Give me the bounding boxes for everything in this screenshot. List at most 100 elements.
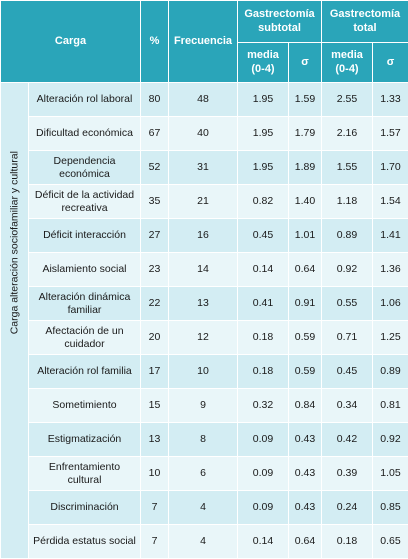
header-cell: Frecuencia: [168, 0, 238, 83]
table-row: Dependencia económica 52 31 1.95 1.89 1.55 1.7…: [1, 150, 408, 185]
table-row: Alteración rol familia 17 10 0.18 0.59 0.45 0.…: [1, 354, 408, 389]
table-row: Dificultad económica 67 40 1.95 1.79 2.16 1.57: [1, 116, 408, 151]
header-cell: media (0-4): [237, 42, 289, 83]
cell: 8: [168, 422, 238, 457]
cell: 0.18: [237, 354, 289, 389]
cell: 1.40: [288, 184, 322, 219]
side-label: Carga alteración sociofamiliar y cultura…: [8, 151, 21, 335]
cell: 0.39: [321, 456, 373, 491]
header-cell: σ: [288, 42, 322, 83]
cell: 0.55: [321, 286, 373, 321]
cell: 1.95: [237, 150, 289, 185]
cell: 48: [168, 82, 238, 117]
row-label: Dificultad económica: [28, 116, 141, 151]
cell: 0.18: [237, 320, 289, 355]
table-row: Aislamiento social 23 14 0.14 0.64 0.92 1.36: [1, 252, 408, 287]
table-row: Discriminación 7 4 0.09 0.43 0.24 0.85: [1, 490, 408, 525]
cell: 7: [140, 490, 169, 525]
cell: 17: [140, 354, 169, 389]
cell: 7: [140, 524, 169, 559]
cell: 1.33: [372, 82, 408, 117]
cell: 21: [168, 184, 238, 219]
table-row: Déficit de la actividad recreativa 35 21 0.…: [1, 184, 408, 219]
cell: 1.01: [288, 218, 322, 253]
cell: 2.16: [321, 116, 373, 151]
cell: 27: [140, 218, 169, 253]
cell: 1.57: [372, 116, 408, 151]
cell: 0.65: [372, 524, 408, 559]
cell: 1.36: [372, 252, 408, 287]
header-cell: Carga: [0, 0, 141, 83]
cell: 1.89: [288, 150, 322, 185]
side-label-cell: Carga alteración sociofamiliar y cultura…: [0, 82, 29, 559]
cell: 4: [168, 490, 238, 525]
row-label: Alteración rol laboral: [28, 82, 141, 117]
cell: 1.25: [372, 320, 408, 355]
cell: 0.42: [321, 422, 373, 457]
cell: 0.91: [288, 286, 322, 321]
cell: 1.79: [288, 116, 322, 151]
cell: 0.09: [237, 422, 289, 457]
row-label: Aislamiento social: [28, 252, 141, 287]
cell: 1.95: [237, 116, 289, 151]
cell: 10: [140, 456, 169, 491]
cell: 0.85: [372, 490, 408, 525]
row-label: Alteración rol familia: [28, 354, 141, 389]
cell: 4: [168, 524, 238, 559]
cell: 9: [168, 388, 238, 423]
cell: 6: [168, 456, 238, 491]
cell: 0.89: [372, 354, 408, 389]
header-cell: σ: [372, 42, 408, 83]
header-row: media (0-4) σ media (0-4) σ: [1, 42, 408, 83]
table-row: Sometimiento 15 9 0.32 0.84 0.34 0.81: [1, 388, 408, 423]
row-label: Estigmatización: [28, 422, 141, 457]
cell: 0.43: [288, 422, 322, 457]
cell: 0.14: [237, 252, 289, 287]
cell: 80: [140, 82, 169, 117]
cell: 0.24: [321, 490, 373, 525]
row-label: Sometimiento: [28, 388, 141, 423]
cell: 1.05: [372, 456, 408, 491]
cell: 0.32: [237, 388, 289, 423]
cell: 1.54: [372, 184, 408, 219]
cell: 16: [168, 218, 238, 253]
cell: 40: [168, 116, 238, 151]
cell: 0.84: [288, 388, 322, 423]
cell: 1.06: [372, 286, 408, 321]
cell: 1.41: [372, 218, 408, 253]
row-label: Dependencia económica: [28, 150, 141, 185]
row-label: Enfrentamiento cultural: [28, 456, 141, 491]
header-row: Carga% Frecuencia Gastrectomía subtotal Gas…: [0, 0, 408, 83]
cell: 35: [140, 184, 169, 219]
cell: 0.43: [288, 456, 322, 491]
row-label: Afectación de un cuidador: [28, 320, 141, 355]
row-label: Alteración dinámica familiar: [28, 286, 141, 321]
table-row: Enfrentamiento cultural 10 6 0.09 0.43 0.39 1.…: [1, 456, 408, 491]
header-cell: Gastrectomía total: [321, 0, 408, 43]
cell: 0.92: [372, 422, 408, 457]
header-cell: media (0-4): [321, 42, 373, 83]
table-row: Afectación de un cuidador 20 12 0.18 0.59 0.7…: [1, 320, 408, 355]
row-label: Discriminación: [28, 490, 141, 525]
cell: 67: [140, 116, 169, 151]
cell: 0.59: [288, 354, 322, 389]
cell: 12: [168, 320, 238, 355]
cell: 1.70: [372, 150, 408, 185]
cell: 22: [140, 286, 169, 321]
cell: 10: [168, 354, 238, 389]
table-row: Estigmatización 13 8 0.09 0.43 0.42 0.92: [1, 422, 408, 457]
cell: 0.45: [237, 218, 289, 253]
cell: 0.64: [288, 252, 322, 287]
cell: 13: [140, 422, 169, 457]
cell: 0.09: [237, 490, 289, 525]
table-row: Déficit interacción 27 16 0.45 1.01 0.89 1.41: [1, 218, 408, 253]
cell: 1.59: [288, 82, 322, 117]
cell: 1.95: [237, 82, 289, 117]
cell: 23: [140, 252, 169, 287]
cell: 0.64: [288, 524, 322, 559]
cell: 0.34: [321, 388, 373, 423]
cell: 0.09: [237, 456, 289, 491]
cell: 0.92: [321, 252, 373, 287]
